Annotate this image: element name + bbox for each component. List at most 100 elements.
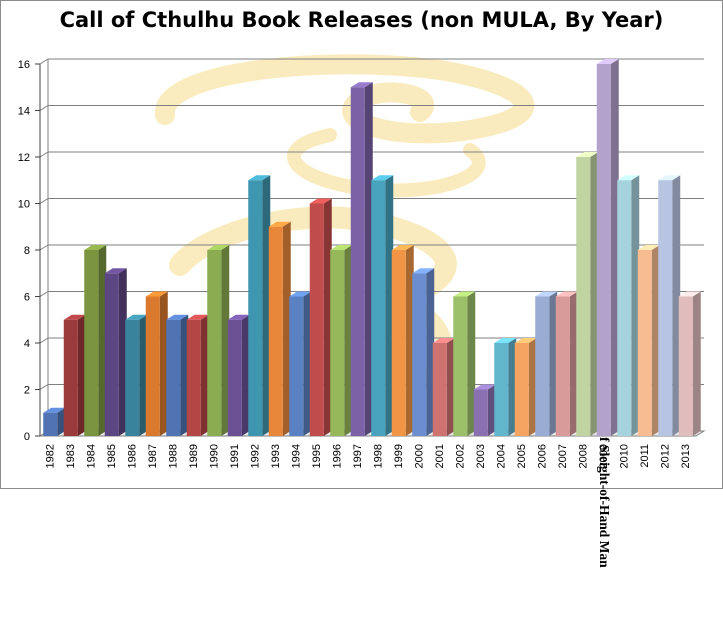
bar-side xyxy=(344,245,353,436)
bar-top xyxy=(166,314,189,320)
bar-2008 xyxy=(576,152,599,436)
bar-1996 xyxy=(330,245,353,436)
bar-top xyxy=(309,198,332,204)
bar-side xyxy=(323,198,332,436)
bar-side xyxy=(549,291,558,436)
bar-front xyxy=(145,296,160,436)
bar-side xyxy=(692,291,701,436)
x-tick-label: 2006 xyxy=(536,444,548,468)
bar-front xyxy=(227,319,242,436)
bar-2009 xyxy=(596,59,619,436)
bar-1984 xyxy=(84,245,107,436)
bar-front xyxy=(43,412,58,436)
y-tick-label: 4 xyxy=(24,338,30,350)
y-tick-label: 14 xyxy=(18,106,30,118)
bar-front xyxy=(555,296,570,436)
bar-side xyxy=(467,291,476,436)
bar-side xyxy=(651,245,660,436)
bar-top xyxy=(432,338,455,343)
bar-side xyxy=(487,384,496,436)
bar-front xyxy=(350,87,365,436)
x-tick-label: 1984 xyxy=(85,444,97,468)
bar-side xyxy=(364,82,373,436)
bar-front xyxy=(637,250,652,436)
bar-top xyxy=(637,245,660,250)
bar-front xyxy=(166,319,181,436)
bar-1991 xyxy=(227,314,250,436)
bars xyxy=(43,59,701,436)
x-tick-label: 2001 xyxy=(434,444,446,468)
bar-side xyxy=(180,314,189,436)
bar-top xyxy=(227,314,250,320)
bar-front xyxy=(514,343,529,436)
bar-front xyxy=(453,296,468,436)
bar-front xyxy=(125,319,140,436)
bar-side xyxy=(610,59,619,436)
bar-side xyxy=(569,291,578,436)
bar-top xyxy=(576,152,599,157)
bar-side xyxy=(385,175,394,436)
x-tick-label: 2010 xyxy=(618,444,630,468)
bar-front xyxy=(658,180,673,436)
x-tick-label: 2009 xyxy=(598,444,610,468)
bar-2007 xyxy=(555,291,578,436)
bar-1997 xyxy=(350,82,373,436)
gridline-depth xyxy=(39,198,49,204)
bar-top xyxy=(125,314,148,320)
bar-top xyxy=(617,175,640,181)
x-tick-label: 1986 xyxy=(126,444,138,468)
bar-1987 xyxy=(145,291,168,436)
bar-side xyxy=(282,221,291,436)
bar-top xyxy=(63,314,86,320)
bar-top xyxy=(678,291,701,297)
bar-2011 xyxy=(637,245,660,436)
x-tick-label: 2007 xyxy=(557,444,569,468)
bar-side xyxy=(631,175,640,436)
bar-1988 xyxy=(166,314,189,436)
bar-side xyxy=(118,268,127,436)
bar-1989 xyxy=(186,314,209,436)
x-tick-label: 1983 xyxy=(65,444,77,468)
bar-2003 xyxy=(473,384,496,436)
bar-front xyxy=(186,319,201,436)
bar-front xyxy=(535,296,550,436)
x-tick-label: 2012 xyxy=(659,444,671,468)
x-tick-label: 1990 xyxy=(208,444,220,468)
bar-top xyxy=(494,338,517,343)
gridline-depth xyxy=(39,337,49,344)
bar-front xyxy=(63,319,78,436)
x-tick-label: 2011 xyxy=(639,444,651,468)
bar-top xyxy=(453,291,476,297)
bar-top xyxy=(658,175,681,181)
x-tick-label: 1995 xyxy=(311,444,323,468)
y-axis-ticks: 0 2 4 6 8 10 12 14 16 xyxy=(18,59,30,443)
bar-top xyxy=(330,245,353,250)
x-tick-label: 1988 xyxy=(167,444,179,468)
bar-2002 xyxy=(453,291,476,436)
bar-side xyxy=(303,291,312,436)
x-tick-label: 1992 xyxy=(249,444,261,468)
y-tick-label: 2 xyxy=(24,385,30,397)
x-tick-label: 1996 xyxy=(331,444,343,468)
x-tick-label: 1993 xyxy=(270,444,282,468)
bar-1985 xyxy=(104,268,127,436)
x-tick-label: 1994 xyxy=(290,444,302,468)
bar-top xyxy=(248,175,271,181)
bar-top xyxy=(84,245,107,250)
bar-side xyxy=(77,314,86,436)
gridline-depth xyxy=(39,291,49,297)
x-tick-label: 2000 xyxy=(413,444,425,468)
bar-top xyxy=(514,338,537,343)
bar-front xyxy=(576,157,591,436)
x-tick-label: 2003 xyxy=(475,444,487,468)
x-tick-label: 1989 xyxy=(188,444,200,468)
x-axis-ticks: 1982 1983 1984 1985 1986 1987 1988 1989 1990 1991… xyxy=(44,444,692,468)
bar-1982 xyxy=(43,407,66,436)
bar-front xyxy=(268,226,283,436)
bar-1999 xyxy=(391,245,414,436)
bar-1986 xyxy=(125,314,148,436)
bar-side xyxy=(426,268,435,436)
x-tick-label: 1982 xyxy=(44,444,56,468)
y-tick-label: 10 xyxy=(18,199,30,211)
